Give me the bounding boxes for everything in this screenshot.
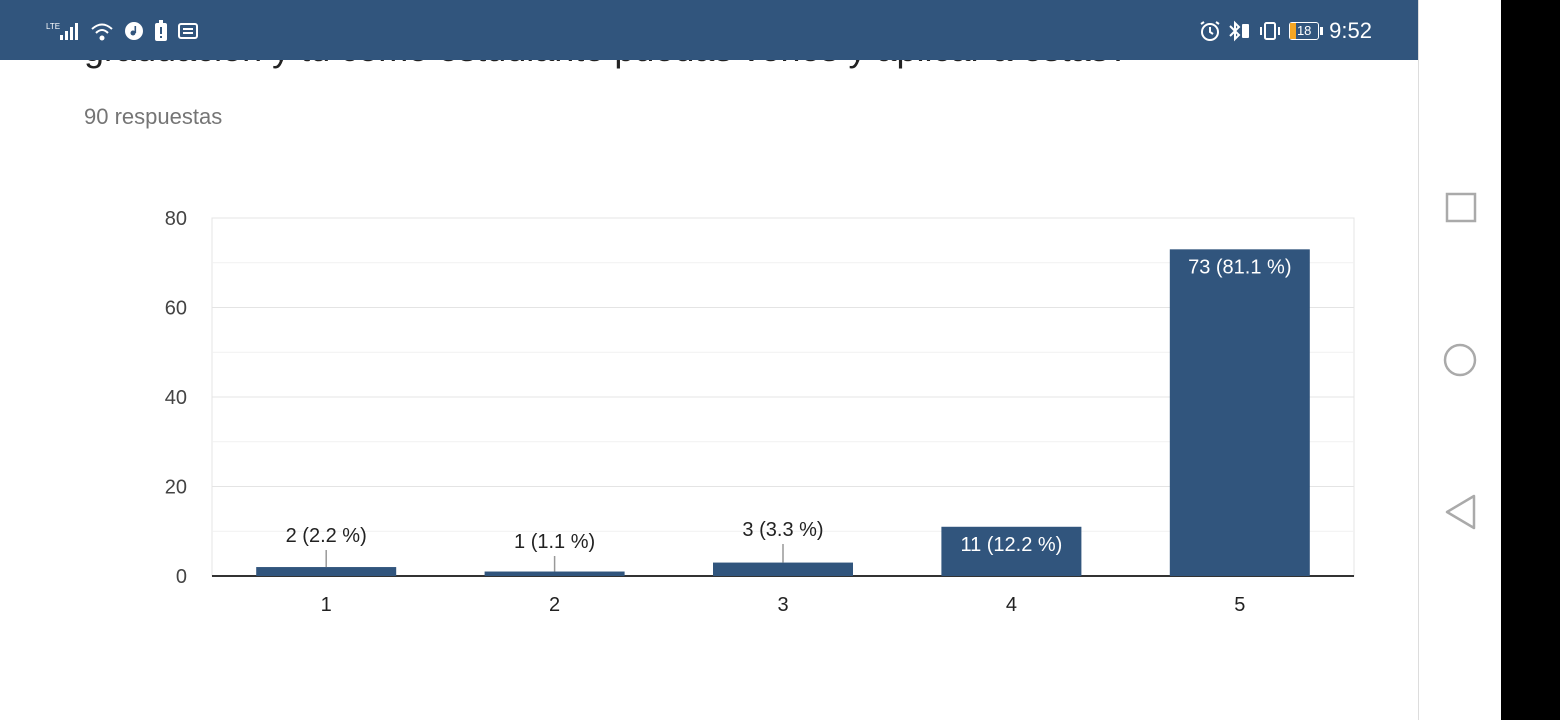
back-triangle-icon[interactable] bbox=[1419, 492, 1501, 532]
bar bbox=[484, 571, 625, 576]
music-icon bbox=[125, 22, 143, 40]
navigation-bar bbox=[1418, 0, 1501, 720]
x-tick-label: 5 bbox=[1234, 594, 1245, 616]
x-axis-ticks: 1 2 3 4 5 bbox=[321, 594, 1246, 616]
bluetooth-icon bbox=[1229, 20, 1250, 42]
y-tick-label: 0 bbox=[176, 566, 187, 588]
data-label: 3 (3.3 %) bbox=[742, 519, 823, 541]
bar-chart: 0 20 40 60 80 1 2 3 4 5 2 (2.2 %) 1 (1.1 %) 3 (3.3… bbox=[165, 208, 1355, 616]
y-tick-label: 60 bbox=[165, 298, 187, 320]
battery-icon: 18 bbox=[1289, 22, 1324, 40]
data-labels: 2 (2.2 %) 1 (1.1 %) 3 (3.3 %) 11 (12.2 %) 73… bbox=[286, 256, 1291, 572]
chart-gridlines bbox=[211, 217, 1355, 577]
clock-time: 9:52 bbox=[1329, 18, 1372, 43]
data-label: 11 (12.2 %) bbox=[960, 534, 1062, 556]
vibrate-icon bbox=[1260, 22, 1281, 40]
recents-square-icon[interactable] bbox=[1419, 188, 1501, 228]
alert-icon bbox=[155, 20, 167, 41]
battery-level: 18 bbox=[1296, 23, 1312, 38]
x-tick-label: 1 bbox=[321, 594, 332, 616]
bar bbox=[256, 567, 397, 576]
app-screen: graduación y tú como estudiante puedas v… bbox=[0, 0, 1418, 720]
data-label: 1 (1.1 %) bbox=[514, 531, 595, 553]
alarm-icon bbox=[1200, 21, 1220, 41]
y-axis-ticks: 0 20 40 60 80 bbox=[165, 208, 187, 588]
home-circle-icon[interactable] bbox=[1419, 340, 1501, 380]
y-tick-label: 80 bbox=[165, 208, 187, 230]
response-count: 90 respuestas bbox=[84, 104, 223, 129]
y-tick-label: 40 bbox=[165, 387, 187, 409]
signal-icon: LTE bbox=[46, 22, 78, 40]
bar bbox=[713, 562, 853, 576]
bar bbox=[941, 526, 1082, 576]
network-type-label: LTE bbox=[46, 22, 60, 31]
x-tick-label: 3 bbox=[777, 594, 788, 616]
bar bbox=[1169, 249, 1310, 576]
x-tick-label: 2 bbox=[549, 594, 560, 616]
data-label: 2 (2.2 %) bbox=[286, 525, 367, 547]
data-label: 73 (81.1 %) bbox=[1188, 256, 1291, 278]
status-bar: LTE bbox=[0, 0, 1418, 60]
y-tick-label: 20 bbox=[165, 477, 187, 499]
chart-bars bbox=[256, 249, 1310, 576]
message-icon bbox=[178, 23, 198, 39]
wifi-icon bbox=[91, 23, 113, 41]
x-tick-label: 4 bbox=[1006, 594, 1017, 616]
